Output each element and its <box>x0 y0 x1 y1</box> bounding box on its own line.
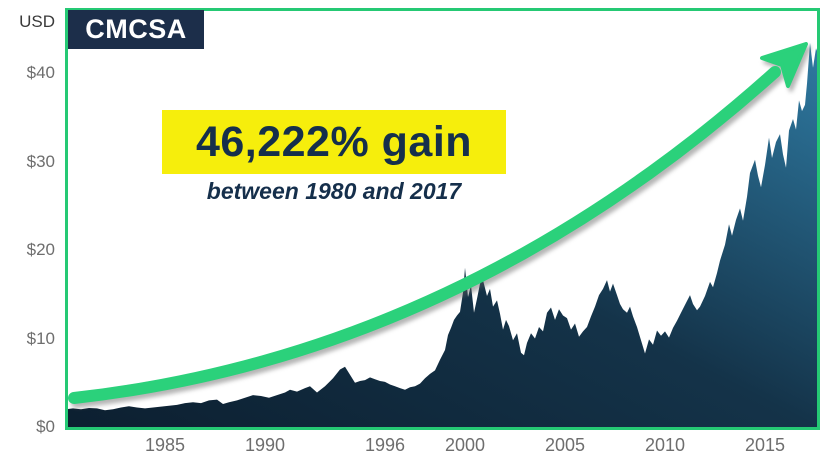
y-axis-tick-label: $30 <box>26 151 55 171</box>
y-axis-tick-label: $10 <box>26 328 55 348</box>
ticker-symbol: CMCSA <box>85 14 187 44</box>
currency-axis-label: USD <box>19 12 55 31</box>
gain-headline: 46,222% gain <box>195 117 473 166</box>
gain-highlight-box: 46,222% gain <box>162 110 506 174</box>
y-axis-tick-label: $40 <box>26 63 55 82</box>
gain-subtitle: between 1980 and 2017 <box>206 178 462 204</box>
y-axis-tick-label: $20 <box>26 240 55 259</box>
price-area-series <box>68 42 819 429</box>
x-axis-tick-label: 2000 <box>444 435 486 455</box>
x-axis-tick-label: 1985 <box>144 435 186 455</box>
x-axis-tick-label: 2005 <box>544 435 586 455</box>
uptrend-arrow-icon <box>68 42 808 404</box>
x-axis-tick-label: 2010 <box>644 435 686 455</box>
y-axis-tick-label: $0 <box>36 417 55 436</box>
ticker-badge: CMCSA <box>68 10 204 49</box>
x-axis-tick-label: 2015 <box>744 435 786 455</box>
x-axis-tick-label: 1990 <box>244 435 286 455</box>
x-axis-tick-label: 1996 <box>364 435 406 455</box>
plot-border <box>65 8 820 430</box>
